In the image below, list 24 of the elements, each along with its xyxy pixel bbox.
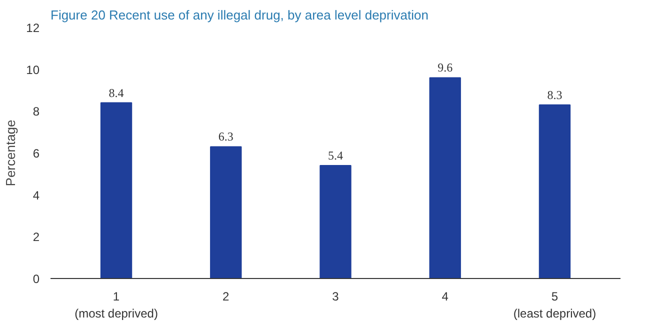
bar	[429, 77, 461, 278]
y-tick-label: 12	[26, 21, 40, 35]
y-tick-label: 0	[32, 272, 40, 286]
data-label: 8.3	[547, 88, 562, 102]
data-label: 5.4	[328, 148, 343, 163]
x-tick-label: 1 (most deprived)	[74, 290, 158, 320]
bar	[538, 104, 571, 278]
y-tick-label: 4	[32, 188, 40, 202]
chart-title: Figure 20 Recent use of any illegal drug, by area level deprivation	[50, 8, 428, 22]
bar	[210, 146, 242, 278]
y-tick-label: 10	[26, 62, 40, 77]
data-label: 9.6	[438, 60, 453, 75]
y-axis-title: Percentage	[3, 120, 18, 186]
x-tick-label: 2	[222, 290, 230, 304]
x-tick-label: 4	[442, 290, 449, 304]
bar	[100, 102, 132, 278]
x-tick-label: 3	[332, 290, 340, 304]
data-label: 8.4	[108, 86, 124, 100]
y-tick-label: 8	[32, 104, 40, 119]
data-label: 6.3	[218, 130, 234, 144]
y-tick-label: 2	[32, 230, 40, 244]
x-tick-label: 5 (least deprived)	[513, 290, 596, 320]
bar	[320, 165, 352, 278]
y-tick-label: 6	[32, 146, 40, 160]
